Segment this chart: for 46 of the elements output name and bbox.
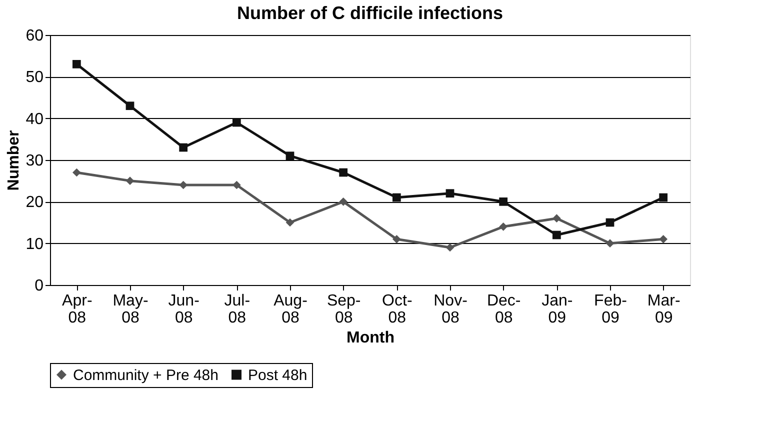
x-axis-title: Month — [346, 330, 394, 346]
point — [392, 193, 401, 202]
y-tick-label: 10 — [26, 236, 44, 253]
point — [446, 189, 454, 198]
x-tick-label: Dec-08 — [486, 292, 521, 326]
point — [606, 239, 614, 248]
x-tick-label: Oct-08 — [382, 292, 412, 326]
point — [179, 143, 188, 152]
y-tick-label: 30 — [26, 152, 44, 170]
point — [499, 222, 508, 231]
point — [499, 197, 508, 206]
point — [72, 168, 81, 177]
point — [339, 197, 348, 206]
point — [339, 168, 348, 177]
point — [606, 218, 614, 227]
x-tick-label: Sep-08 — [326, 292, 361, 326]
y-tick-label: 0 — [34, 278, 44, 294]
x-tick-label: Jul-08 — [224, 292, 250, 326]
y-axis-title: Number — [6, 130, 23, 191]
point — [286, 152, 294, 160]
x-tick-label: Feb-09 — [594, 292, 627, 326]
point — [232, 118, 241, 127]
point — [72, 60, 81, 68]
x-tick-label: Jun-08 — [168, 292, 200, 326]
y-tick-label: 60 — [26, 28, 44, 44]
point — [659, 193, 668, 202]
point — [126, 102, 134, 110]
point — [446, 243, 454, 252]
x-tick-label: Aug-08 — [274, 292, 308, 326]
y-tick-label: 50 — [26, 69, 44, 86]
y-tick-label: 20 — [26, 194, 44, 212]
legend-label: Community + Pre 48h — [73, 366, 218, 384]
x-tick-label: May-08 — [112, 292, 148, 326]
x-tick-label: Jan-09 — [542, 292, 573, 326]
y-tick-label: 40 — [26, 110, 44, 128]
point — [392, 234, 401, 244]
x-tick-label: Mar-09 — [647, 292, 680, 326]
chart-title: Number of C difficile infections — [236, 3, 504, 23]
point — [552, 230, 561, 240]
x-tick-label: Apr-08 — [62, 292, 92, 326]
point — [659, 234, 668, 244]
legend-label: Post 48h — [248, 366, 308, 384]
point — [552, 214, 561, 223]
point — [126, 176, 134, 186]
point — [286, 218, 294, 227]
x-tick-label: Nov-08 — [434, 292, 468, 326]
